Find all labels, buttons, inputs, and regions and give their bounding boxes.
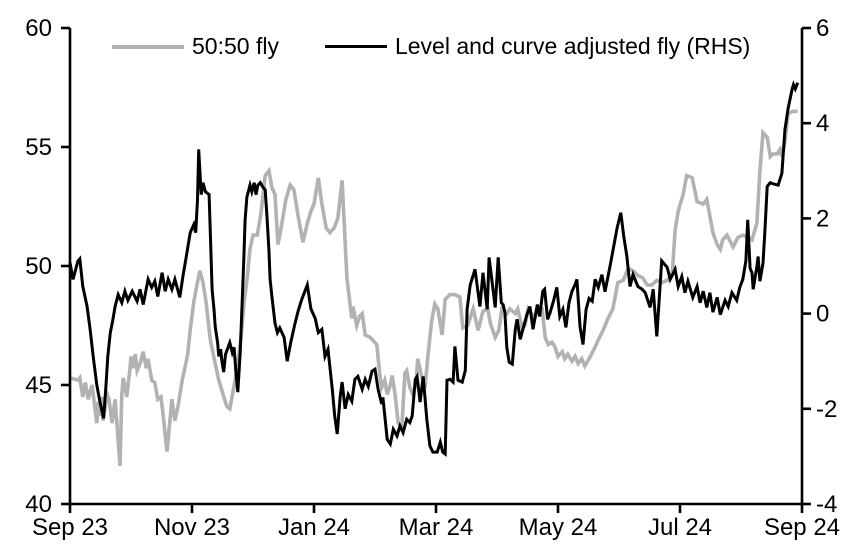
- left-tick-label: 40: [25, 491, 52, 518]
- legend-item-adjusted-fly: Level and curve adjusted fly (RHS): [324, 33, 751, 59]
- x-tick-label: Nov 23: [154, 514, 230, 541]
- x-tick-label: Jul 24: [648, 514, 712, 541]
- legend-label-adjusted-fly: Level and curve adjusted fly (RHS): [394, 33, 751, 59]
- x-tick-label: May 24: [519, 514, 598, 541]
- right-tick-label: -4: [816, 491, 837, 518]
- legend-line-black-icon: [324, 44, 387, 49]
- left-tick-label: 45: [25, 372, 52, 399]
- right-tick-label: 0: [816, 301, 829, 328]
- x-tick-label: Sep 23: [32, 514, 108, 541]
- right-tick-label: 4: [816, 110, 829, 137]
- chart-legend: 50:50 fly Level and curve adjusted fly (…: [112, 33, 751, 59]
- x-tick-label: Sep 24: [764, 514, 840, 541]
- left-tick-label: 50: [25, 253, 52, 280]
- x-tick-label: Mar 24: [399, 514, 474, 541]
- legend-item-50-50-fly: 50:50 fly: [112, 33, 279, 59]
- left-tick-label: 60: [25, 15, 52, 42]
- left-tick-label: 55: [25, 134, 52, 161]
- x-tick-label: Jan 24: [278, 514, 350, 541]
- legend-label-50-50-fly: 50:50 fly: [192, 33, 279, 59]
- right-tick-label: 2: [816, 205, 829, 232]
- right-tick-label: -2: [816, 396, 837, 423]
- legend-line-gray-icon: [112, 44, 184, 49]
- series-line-50-50-fly: [69, 109, 798, 467]
- right-tick-label: 6: [816, 15, 829, 42]
- series-line-level-and-curve-adjusted-fly-rhs-: [68, 80, 800, 457]
